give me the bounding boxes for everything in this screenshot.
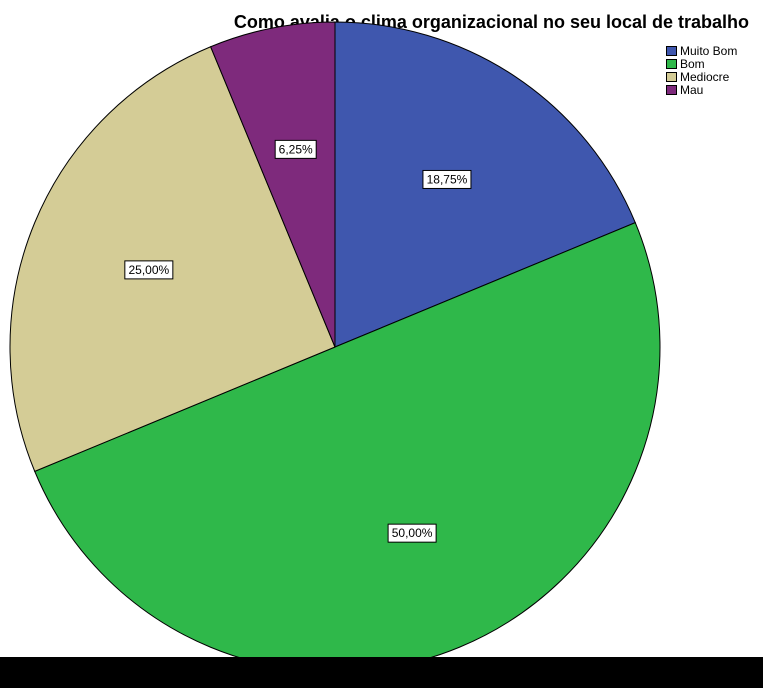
bottom-black-bar bbox=[0, 657, 763, 688]
slice-label-box bbox=[422, 169, 472, 189]
legend: Muito Bom Bom Mediocre Mau bbox=[666, 43, 738, 97]
legend-label: Bom bbox=[680, 56, 705, 71]
pie-slice-mau bbox=[209, 21, 336, 348]
legend-item-bom: Bom bbox=[666, 56, 737, 71]
slice-label-text: 6,25% bbox=[279, 142, 313, 156]
legend-label: Mediocre bbox=[680, 69, 730, 84]
legend-label: Mau bbox=[680, 82, 704, 97]
slice-label-box bbox=[387, 523, 437, 543]
slice-label-text: 18,75% bbox=[427, 172, 468, 186]
slice-data-label: 50,00% bbox=[387, 523, 437, 543]
pie-slice-labels: 18,75% 50,00% 25,00% 6,25% bbox=[124, 139, 472, 543]
pie-slices bbox=[9, 21, 661, 673]
legend-item-mediocre: Mediocre bbox=[666, 69, 737, 84]
legend-item-muito-bom: Muito Bom bbox=[666, 43, 738, 58]
pie-slice-muito-bom bbox=[334, 21, 636, 348]
slice-label-text: 25,00% bbox=[128, 263, 169, 277]
slice-label-text: 50,00% bbox=[392, 526, 433, 540]
slice-label-box bbox=[274, 139, 317, 159]
legend-item-mau: Mau bbox=[666, 82, 737, 97]
slice-data-label: 6,25% bbox=[274, 139, 317, 159]
pie-slice-mediocre bbox=[9, 46, 336, 473]
legend-swatch bbox=[666, 84, 677, 95]
legend-swatch bbox=[666, 45, 677, 56]
legend-swatch bbox=[666, 58, 677, 69]
slice-data-label: 25,00% bbox=[124, 260, 174, 280]
slice-label-box bbox=[124, 260, 174, 280]
legend-label: Muito Bom bbox=[680, 43, 738, 58]
legend-swatch bbox=[666, 71, 677, 82]
pie-slice-bom bbox=[34, 221, 661, 673]
slice-data-label: 18,75% bbox=[422, 169, 472, 189]
